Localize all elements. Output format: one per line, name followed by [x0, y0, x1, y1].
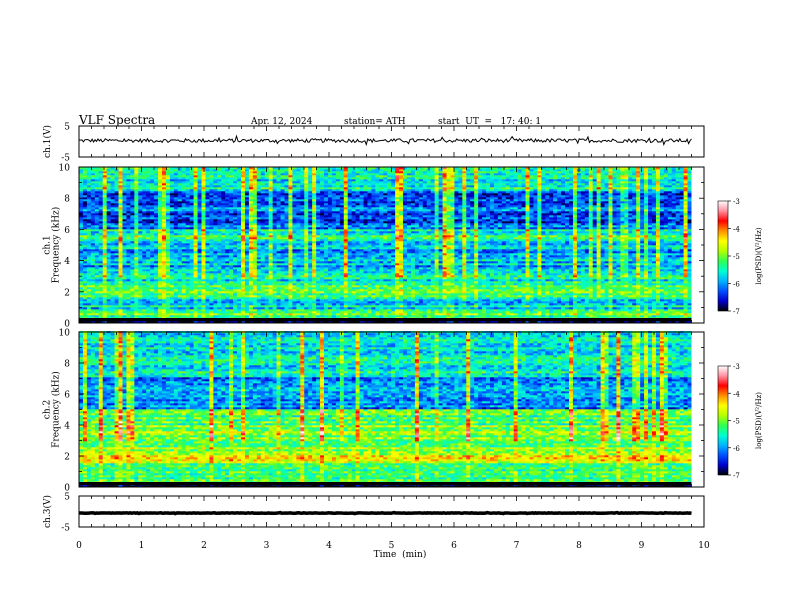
x-tick-label: 3: [264, 541, 270, 551]
ch2-spectrogram-ytick-label: 2: [64, 453, 70, 463]
ch1-waveform-ytick-label: -5: [61, 154, 70, 164]
ch3-waveform-panel: 5 -5 ch.3(V): [42, 493, 705, 534]
start-ut-label: start UT = 17: 40: 1: [438, 117, 541, 127]
ch2-spectrogram-ytick-label: 8: [64, 360, 70, 370]
time-axis: 0 1 2 3 4 5 6 7 8 9 10: [76, 541, 710, 551]
x-tick-label: 0: [76, 541, 82, 551]
colorbar-tick-label: -6: [733, 281, 740, 289]
colorbar-tick-label: -6: [733, 445, 740, 453]
colorbar-label: log(PSD)(V²/Hz): [755, 392, 763, 449]
ch1-spectrogram-ytick-label: 6: [64, 226, 70, 236]
x-tick-label: 4: [326, 541, 332, 551]
x-tick-label: 6: [451, 541, 457, 551]
ch1-spectrogram-ytick-label: 2: [64, 288, 70, 298]
x-tick-label: 10: [698, 541, 710, 551]
ch2-spectrogram-ytick-label: 0: [64, 484, 70, 494]
ch1-spectrogram-colorbar: -3 -4 -5 -6 -7 log(PSD)(V²/Hz): [717, 198, 763, 316]
ch1-spectrogram-panel: 0 2 4 6 8 10 ch.1 Frequency (kHz): [43, 164, 705, 330]
x-tick-label: 1: [139, 541, 145, 551]
ch2-spectrogram-panel: 0 2 4 6 8 10 ch.2 Frequency (kHz): [43, 329, 705, 494]
ch2-spectrogram-colorbar: -3 -4 -5 -6 -7 log(PSD)(V²/Hz): [717, 363, 763, 480]
x-axis-label: Time (min): [374, 549, 427, 560]
ch2-spectrogram-ylabel: ch.2: [43, 400, 53, 419]
ch1-spectrogram-ytick-label: 8: [64, 195, 70, 205]
station-label: station= ATH: [344, 117, 406, 127]
colorbar-ramp: [717, 365, 729, 476]
colorbar-tick-label: -7: [733, 472, 740, 480]
x-tick-label: 9: [639, 541, 645, 551]
ch1-spectrogram-ylabel: ch.1: [43, 235, 53, 254]
ch1-spectrogram-ytick-label: 4: [64, 257, 70, 267]
colorbar-tick-label: -4: [733, 226, 740, 234]
ch3-waveform-ylabel: ch.3(V): [42, 495, 53, 528]
x-tick-label: 2: [201, 541, 207, 551]
ch1-waveform-ylabel: ch.1(V): [42, 125, 53, 158]
colorbar-tick-label: -5: [733, 253, 740, 261]
ch2-spectrogram-ytick-label: 4: [64, 422, 70, 432]
ch3-waveform-trace: [78, 510, 692, 516]
ch2-spectrogram-ytick-label: 6: [64, 391, 70, 401]
colorbars: -3 -4 -5 -6 -7 log(PSD)(V²/Hz) -3 -4 -5 -6 -7 log(P…: [717, 198, 763, 480]
ch2-spectrogram-ylabel: Frequency (kHz): [51, 371, 62, 448]
ch1-spectrogram-ytick-label: 0: [64, 320, 70, 330]
ch1-waveform-panel: 5 -5 ch.1(V): [42, 123, 705, 164]
ch2-spectrogram-ytick-label: 10: [59, 329, 71, 339]
colorbar-label: log(PSD)(V²/Hz): [755, 227, 763, 284]
x-tick-label: 8: [576, 541, 582, 551]
date-label: Apr. 12, 2024: [250, 117, 313, 127]
ch3-waveform-ytick-label: -5: [61, 524, 70, 534]
colorbar-tick-label: -7: [733, 308, 740, 316]
colorbar-tick-label: -3: [733, 198, 740, 206]
x-tick-label: 5: [389, 541, 395, 551]
ch3-waveform-ytick-label: 5: [64, 493, 70, 503]
x-tick-label: 7: [514, 541, 520, 551]
colorbar-tick-label: -4: [733, 390, 740, 398]
ch1-waveform-trace: [78, 134, 692, 147]
colorbar-tick-label: -5: [733, 418, 740, 426]
colorbar-tick-label: -3: [733, 363, 740, 371]
ch1-spectrogram-ytick-label: 10: [59, 164, 71, 174]
ch1-spectrogram-ylabel: Frequency (kHz): [51, 207, 62, 284]
figure-title: VLF Spectra: [78, 113, 155, 127]
ch1-waveform-ytick-label: 5: [64, 123, 70, 133]
colorbar-ramp: [717, 200, 729, 312]
